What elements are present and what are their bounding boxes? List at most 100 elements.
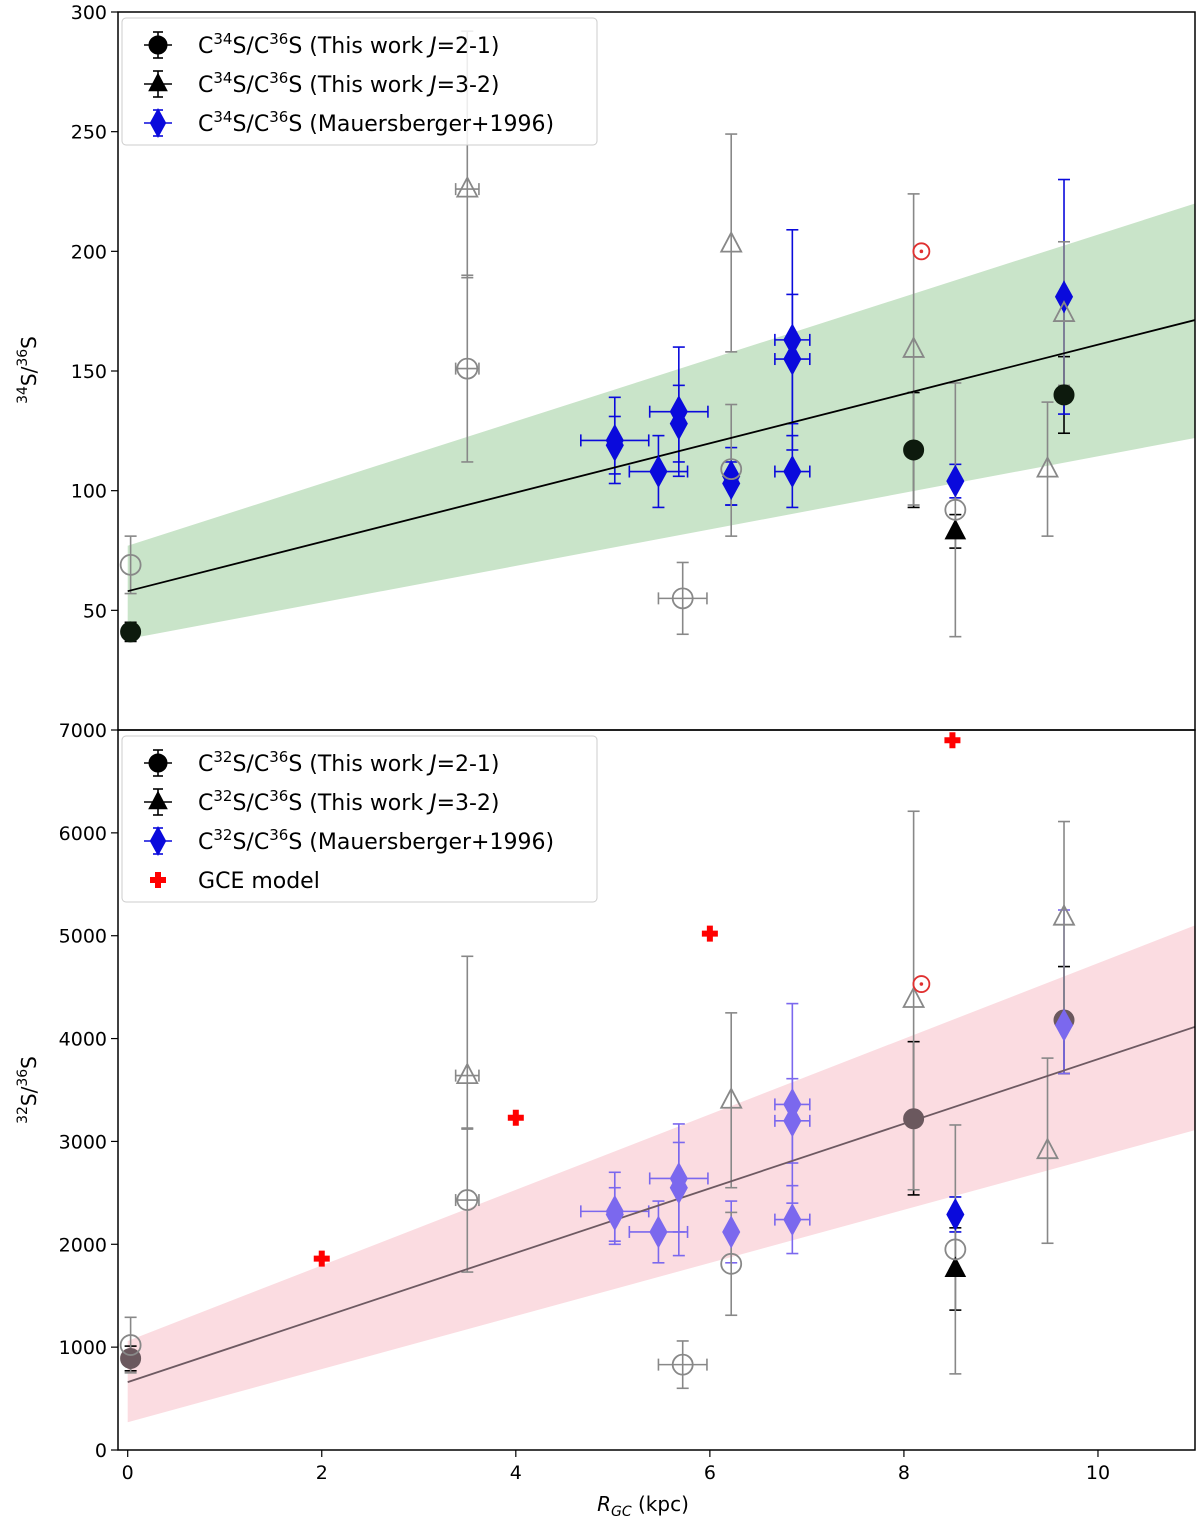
y-tick-label: 100 bbox=[71, 481, 107, 503]
legend-box bbox=[121, 735, 598, 903]
marker-plus bbox=[701, 925, 718, 942]
x-tick-label: 8 bbox=[898, 1462, 910, 1484]
confidence-band bbox=[127, 203, 1195, 640]
series-excluded-circles bbox=[124, 1124, 962, 1390]
y-tick-label: 0 bbox=[95, 1440, 107, 1462]
legend-label: C32​S/C36​S (This work J=3-2) bbox=[198, 787, 500, 816]
marker-diamond bbox=[649, 1215, 668, 1249]
markers-this-work-j-3-2 bbox=[944, 1256, 967, 1277]
legend-label: C32​S/C36​S (This work J=2-1) bbox=[198, 748, 500, 777]
markers-excluded-circles bbox=[119, 1189, 967, 1376]
legend-entry: C32​S/C36​S (Mauersberger+1996) bbox=[144, 826, 554, 856]
sun-ring bbox=[912, 242, 931, 261]
fit-line bbox=[127, 1025, 1195, 1383]
markers-solar bbox=[912, 242, 931, 261]
plot-area bbox=[119, 30, 1195, 643]
marker-triangle bbox=[719, 1086, 743, 1109]
marker-diamond bbox=[1054, 1008, 1074, 1042]
marker-diamond bbox=[946, 1197, 965, 1231]
marker-sun bbox=[912, 975, 931, 993]
marker-diamond bbox=[1054, 280, 1074, 314]
marker-triangle bbox=[455, 1062, 479, 1084]
marker-triangle bbox=[455, 175, 479, 198]
top-panel: 50 100 150 200 250 300 C34​S/C36​S (This work … bbox=[71, 2, 1196, 731]
marker-triangle bbox=[1052, 300, 1076, 322]
legend-box bbox=[121, 17, 598, 146]
marker-plus bbox=[944, 732, 961, 749]
marker-diamond bbox=[669, 407, 688, 441]
x-tick-label: 10 bbox=[1086, 1462, 1110, 1484]
y-tick-label: 5000 bbox=[59, 926, 107, 948]
marker-plus bbox=[313, 1250, 330, 1267]
y-tick-label: 200 bbox=[71, 241, 107, 263]
sun-dot bbox=[919, 982, 924, 986]
marker-circle bbox=[720, 458, 743, 481]
marker-diamond bbox=[946, 464, 965, 498]
marker-circle bbox=[456, 357, 479, 380]
x-tick-label: 4 bbox=[510, 1462, 522, 1484]
markers-excluded-triangles bbox=[455, 903, 1076, 1160]
marker-circle bbox=[119, 553, 142, 576]
marker-triangle bbox=[719, 230, 743, 253]
fit-line bbox=[127, 319, 1195, 593]
marker-circle bbox=[456, 1189, 479, 1211]
marker-circle bbox=[671, 1353, 694, 1376]
marker-triangle bbox=[944, 518, 967, 540]
markers-excluded-circles bbox=[119, 357, 967, 610]
y-tick-label: 50 bbox=[83, 600, 107, 622]
top-y-axis-label: 34S/36S bbox=[15, 336, 41, 404]
markers-this-work-j-2-1 bbox=[120, 384, 1075, 643]
y-tick-label: 150 bbox=[71, 361, 107, 383]
marker-circle bbox=[944, 498, 967, 521]
marker-diamond bbox=[669, 1171, 688, 1205]
marker-diamond bbox=[149, 108, 167, 138]
legend-label: C32​S/C36​S (Mauersberger+1996) bbox=[198, 826, 554, 855]
y-tick-label: 7000 bbox=[59, 720, 107, 742]
marker-triangle bbox=[148, 790, 168, 810]
marker-triangle bbox=[902, 986, 926, 1008]
marker-circle bbox=[1053, 384, 1075, 406]
markers-solar bbox=[912, 975, 931, 993]
x-tick-label: 6 bbox=[704, 1462, 716, 1484]
marker-circle bbox=[903, 1108, 925, 1130]
legend-label: C34​S/C36​S (This work J=3-2) bbox=[198, 69, 500, 98]
marker-diamond bbox=[783, 1104, 802, 1138]
x-axis-label: RGC (kpc) bbox=[597, 1492, 689, 1520]
marker-diamond bbox=[722, 1215, 741, 1249]
marker-circle bbox=[120, 621, 142, 643]
marker-diamond bbox=[149, 826, 167, 856]
bottom-y-axis-label: 32S/36S bbox=[15, 1056, 41, 1124]
marker-diamond bbox=[783, 342, 802, 376]
marker-diamond bbox=[783, 454, 802, 489]
sun-ring bbox=[912, 975, 931, 993]
legend-entry: C34​S/C36​S (This work J=3-2) bbox=[144, 69, 500, 98]
marker-sun bbox=[912, 242, 931, 261]
y-tick-label: 4000 bbox=[59, 1029, 107, 1051]
marker-circle bbox=[119, 1334, 142, 1356]
marker-circle bbox=[671, 587, 694, 610]
legend-entry: C32​S/C36​S (This work J=3-2) bbox=[144, 787, 500, 816]
x-tick-label: 2 bbox=[316, 1462, 328, 1484]
marker-triangle bbox=[902, 336, 926, 358]
marker-plus bbox=[150, 872, 166, 888]
legend-label: GCE model bbox=[198, 869, 320, 894]
plot-area bbox=[119, 732, 1195, 1423]
markers-this-work-j-3-2 bbox=[944, 518, 967, 540]
y-tick-label: 300 bbox=[71, 2, 107, 24]
marker-diamond bbox=[783, 1203, 802, 1237]
markers-mauersberger-1996-on-band- bbox=[605, 1008, 1074, 1249]
legend-label: C34​S/C36​S (This work J=2-1) bbox=[198, 30, 500, 59]
y-tick-label: 3000 bbox=[59, 1131, 107, 1153]
bottom-panel: 0 1000 2000 3000 4000 5000 6000 7000 0 2 4 6 8 10 C32​… bbox=[59, 720, 1196, 1484]
marker-triangle bbox=[944, 1256, 967, 1277]
legend-entry: C34​S/C36​S (This work J=2-1) bbox=[144, 30, 500, 59]
marker-diamond bbox=[605, 428, 624, 462]
legend-entry: GCE model bbox=[150, 869, 320, 894]
marker-circle bbox=[720, 1252, 743, 1275]
marker-circle bbox=[944, 1238, 967, 1261]
sun-dot bbox=[919, 249, 924, 254]
marker-circle bbox=[148, 35, 168, 55]
y-tick-label: 6000 bbox=[59, 823, 107, 845]
y-tick-label: 1000 bbox=[59, 1337, 107, 1359]
